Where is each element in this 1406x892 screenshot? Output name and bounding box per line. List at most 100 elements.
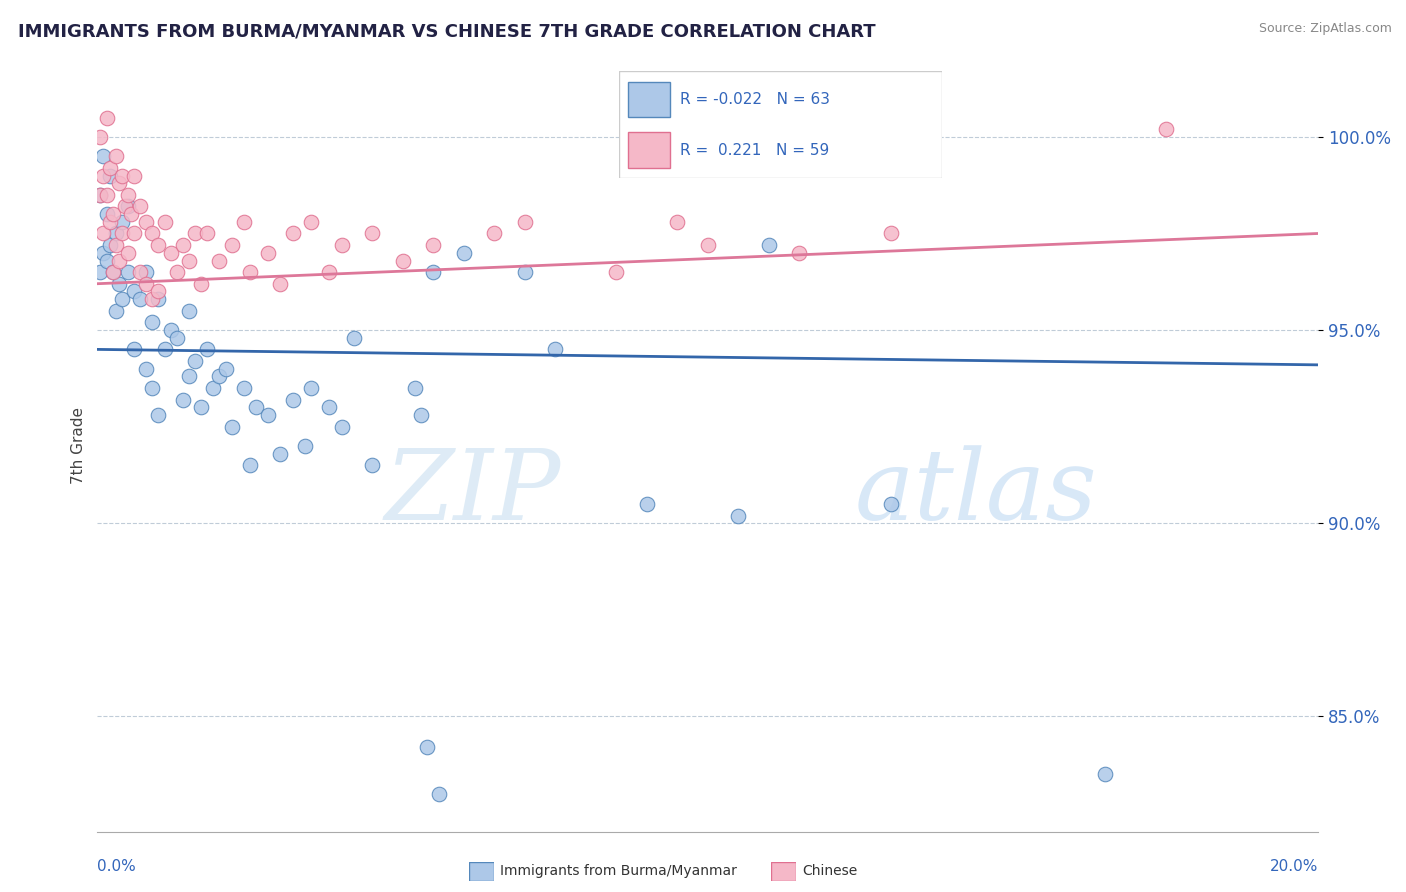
Point <box>148 292 170 306</box>
Point <box>208 369 231 384</box>
Text: R = -0.022   N = 63: R = -0.022 N = 63 <box>681 92 830 107</box>
Point <box>269 447 291 461</box>
Point <box>789 245 811 260</box>
Point <box>104 227 127 241</box>
Point <box>93 169 115 183</box>
Point <box>129 265 152 279</box>
Point <box>330 238 353 252</box>
Point <box>104 238 127 252</box>
Point <box>89 187 111 202</box>
Point <box>482 227 505 241</box>
Point <box>141 227 163 241</box>
Point <box>636 497 658 511</box>
Point <box>148 285 170 299</box>
Point <box>453 245 475 260</box>
Point <box>122 343 145 357</box>
Point <box>1154 122 1177 136</box>
Bar <box>628 82 671 118</box>
Point <box>257 408 280 422</box>
Text: atlas: atlas <box>855 445 1097 540</box>
Point <box>221 419 243 434</box>
Point <box>190 401 212 415</box>
Text: Immigrants from Burma/Myanmar: Immigrants from Burma/Myanmar <box>499 863 737 878</box>
Point <box>184 227 207 241</box>
Point <box>89 129 111 144</box>
Point <box>129 292 152 306</box>
FancyBboxPatch shape <box>619 71 942 178</box>
Point <box>239 458 262 473</box>
Point <box>299 381 322 395</box>
Point <box>330 419 353 434</box>
Point <box>177 369 200 384</box>
Point <box>232 215 254 229</box>
Point <box>318 401 340 415</box>
Point <box>232 381 254 395</box>
Y-axis label: 7th Grade: 7th Grade <box>72 408 86 484</box>
Point <box>96 207 118 221</box>
Point <box>318 265 340 279</box>
Point <box>93 245 115 260</box>
Point <box>98 238 121 252</box>
Point <box>148 238 170 252</box>
Point <box>148 408 170 422</box>
Point <box>111 215 134 229</box>
Point <box>101 207 124 221</box>
Point <box>299 215 322 229</box>
Point <box>166 265 188 279</box>
Point <box>343 331 366 345</box>
Point <box>111 292 134 306</box>
Point <box>208 253 231 268</box>
Point <box>184 354 207 368</box>
Point <box>111 227 134 241</box>
Point <box>135 265 157 279</box>
Point <box>89 265 111 279</box>
Point <box>98 169 121 183</box>
Point <box>666 215 689 229</box>
Point <box>422 238 444 252</box>
Point <box>117 245 139 260</box>
Point <box>361 458 384 473</box>
Point <box>93 149 115 163</box>
Point <box>93 227 115 241</box>
Text: Source: ZipAtlas.com: Source: ZipAtlas.com <box>1258 22 1392 36</box>
Point <box>117 187 139 202</box>
Point <box>96 111 118 125</box>
Point <box>98 161 121 175</box>
Point <box>880 227 903 241</box>
Point <box>89 187 111 202</box>
Point <box>696 238 718 252</box>
Point <box>269 277 291 291</box>
Point <box>409 408 432 422</box>
Bar <box>628 132 671 168</box>
Point <box>107 253 129 268</box>
Point <box>294 439 316 453</box>
Point <box>129 199 152 213</box>
Point <box>120 207 142 221</box>
Point <box>172 392 194 407</box>
Point <box>214 361 236 376</box>
Point <box>122 285 145 299</box>
Point <box>257 245 280 260</box>
Point <box>544 343 567 357</box>
Point <box>281 392 304 407</box>
Point <box>104 303 127 318</box>
Point <box>107 176 129 190</box>
Point <box>111 169 134 183</box>
Point <box>166 331 188 345</box>
Point <box>245 401 267 415</box>
Point <box>202 381 225 395</box>
Point <box>159 323 181 337</box>
Point <box>361 227 384 241</box>
Point <box>727 508 749 523</box>
Text: IMMIGRANTS FROM BURMA/MYANMAR VS CHINESE 7TH GRADE CORRELATION CHART: IMMIGRANTS FROM BURMA/MYANMAR VS CHINESE… <box>18 22 876 40</box>
Point <box>239 265 262 279</box>
Point <box>141 381 163 395</box>
Point <box>404 381 426 395</box>
Point <box>422 265 444 279</box>
Point <box>153 343 176 357</box>
Point <box>117 199 139 213</box>
Point <box>416 740 439 755</box>
Point <box>177 303 200 318</box>
Point <box>96 253 118 268</box>
Point <box>135 277 157 291</box>
